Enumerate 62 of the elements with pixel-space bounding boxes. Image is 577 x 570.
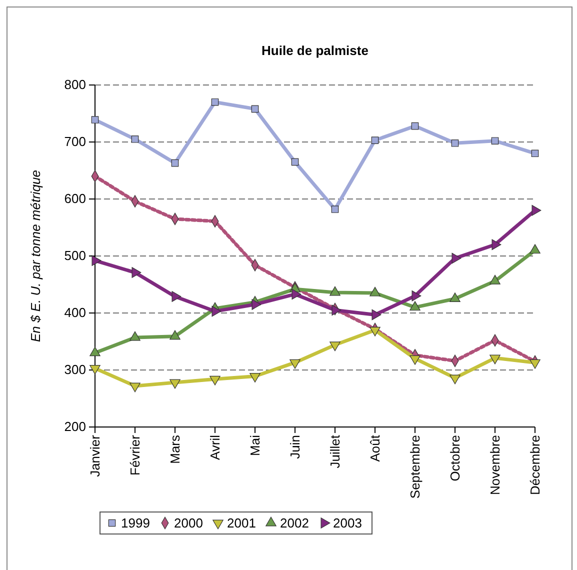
point xyxy=(411,122,419,130)
legend-label: 2000 xyxy=(174,516,203,530)
y-axis-title: En $ E. U. par tonne métrique xyxy=(28,170,43,342)
point xyxy=(171,159,179,167)
point xyxy=(330,342,340,352)
legend-label: 2001 xyxy=(227,516,256,530)
legend-label: 2003 xyxy=(333,516,362,530)
legend-label: 2002 xyxy=(280,516,309,530)
x-tick-label: Juillet xyxy=(328,434,343,468)
point xyxy=(450,374,460,384)
point xyxy=(331,206,339,213)
point xyxy=(491,137,499,145)
x-tick-label: Septembre xyxy=(408,435,423,499)
y-tick-label: 600 xyxy=(64,191,86,206)
x-tick-label: Avril xyxy=(208,434,223,460)
point xyxy=(530,359,540,369)
point xyxy=(211,98,219,106)
x-tick-label: Octobre xyxy=(448,435,463,482)
point xyxy=(131,135,139,143)
point xyxy=(290,359,300,369)
y-tick-label: 200 xyxy=(64,419,86,434)
x-tick-label: Novembre xyxy=(488,435,503,495)
point xyxy=(210,376,220,386)
point xyxy=(451,139,459,147)
point xyxy=(492,239,502,250)
point xyxy=(332,304,342,316)
chart-title: Huile de palmiste xyxy=(262,43,368,58)
x-tick-label: Janvier xyxy=(88,434,103,477)
y-tick-label: 400 xyxy=(64,305,86,320)
x-tick-label: Février xyxy=(128,434,143,476)
point xyxy=(412,290,422,302)
point xyxy=(170,379,180,389)
point xyxy=(130,382,140,392)
y-tick-label: 500 xyxy=(64,248,86,264)
point xyxy=(92,255,102,266)
point xyxy=(531,150,539,158)
point xyxy=(90,365,100,374)
point xyxy=(452,252,462,264)
x-tick-label: Août xyxy=(368,434,383,462)
point xyxy=(250,373,260,382)
x-tick-label: Mai xyxy=(248,434,263,456)
point xyxy=(132,267,142,278)
point xyxy=(172,291,182,302)
point xyxy=(291,158,299,166)
point xyxy=(372,309,382,320)
y-tick-label: 800 xyxy=(64,77,86,92)
point xyxy=(251,105,259,113)
legend-label: 1999 xyxy=(121,516,150,530)
point xyxy=(91,116,99,124)
y-tick-label: 300 xyxy=(64,362,86,378)
y-tick-label: 700 xyxy=(64,134,86,150)
point xyxy=(252,299,262,310)
point xyxy=(532,205,542,216)
x-tick-label: Décembre xyxy=(528,435,543,495)
point xyxy=(371,136,379,144)
point xyxy=(370,326,380,336)
point xyxy=(212,306,222,317)
point xyxy=(292,288,302,300)
x-tick-label: Juin xyxy=(288,435,303,459)
point xyxy=(490,354,500,364)
x-tick-label: Mars xyxy=(168,434,183,464)
point xyxy=(410,355,420,365)
